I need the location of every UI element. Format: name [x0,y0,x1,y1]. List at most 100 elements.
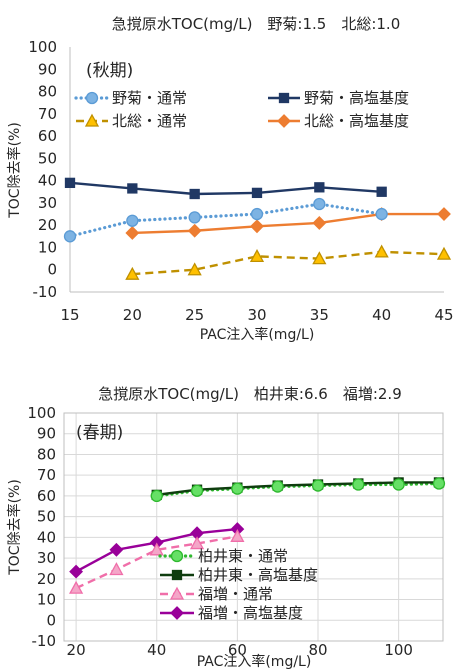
data-point-circle [375,207,388,221]
x-tick-label: 30 [247,306,266,324]
data-point-diamond [187,223,202,238]
data-point-circle [188,211,201,224]
x-axis-label: PAC注入率(mg/L) [200,326,315,343]
data-point-circle [432,477,446,490]
data-point-triangle [312,251,327,265]
x-tick-label: 40 [147,641,166,659]
y-tick-label: -10 [32,632,57,650]
season-annotation: (秋期) [86,61,133,81]
series-line [75,535,238,590]
data-point-square [127,183,138,194]
x-axis-label: PAC注入率(mg/L) [197,653,312,670]
y-tick-label: 90 [38,60,57,78]
data-point-triangle [374,244,389,258]
series-markers [125,244,452,280]
legend-item: 北総・通常 [76,112,187,130]
legend-label: 福増・通常 [198,585,273,603]
x-tick-label: 25 [185,306,204,324]
data-point-triangle [109,562,124,576]
series-line [132,212,444,235]
x-tick-label: 40 [372,306,391,324]
y-tick-label: 0 [46,611,56,629]
legend-label: 柏井東・高塩基度 [198,566,318,584]
y-tick-label: 70 [38,105,57,123]
data-point-triangle [69,580,84,594]
legend-marker-triangle [84,113,100,127]
y-tick-label: 60 [37,487,56,505]
legend-marker-square [278,92,290,104]
y-tick-label: 100 [28,38,57,56]
y-tick-label: 20 [37,570,56,588]
data-point-circle [250,207,264,221]
data-point-triangle [125,266,140,280]
data-point-circle [352,478,365,491]
x-tick-label: 100 [384,641,413,659]
data-point-triangle [249,249,265,263]
y-tick-label: 50 [37,508,56,526]
y-tick-label: 80 [37,445,56,463]
series-markers [69,528,245,594]
series-line [69,181,382,196]
data-point-diamond [69,564,84,579]
y-tick-label: 50 [38,149,57,167]
legend-label: 野菊・高塩基度 [304,89,409,107]
chart-title: 急撹原水TOC(mg/L) 野菊:1.5 北総:1.0 [112,15,401,33]
y-tick-label: 0 [47,261,57,279]
series-markers [63,197,388,243]
legend-marker-diamond [170,606,184,620]
data-point-diamond [250,219,264,234]
data-point-diamond [125,226,140,240]
legend-item: 福増・高塩基度 [160,604,303,622]
chart-title: 急撹原水TOC(mg/L) 柏井東:6.6 福増:2.9 [98,385,402,403]
tick-labels: -10 0 10 20 30 40 50 60 70 80 90 100 15 20 25 30 35 40 45 [28,38,453,324]
tick-labels: -10 0 10 20 30 40 50 60 70 80 90 100 20 40 60 80 100 [27,404,413,659]
data-point-circle [271,480,284,493]
data-point-circle [63,230,77,243]
legend-item: 柏井東・高塩基度 [160,566,318,584]
series-group [69,477,446,594]
legend-label: 福増・高塩基度 [198,604,303,622]
data-point-triangle [187,262,202,276]
y-axis-label: TOC除去率(%) [6,122,23,219]
data-point-square [64,177,76,189]
data-point-circle [126,214,139,227]
data-point-square [376,186,387,197]
data-point-square [314,182,325,193]
series-markers [64,177,387,200]
chart-autumn: 急撹原水TOC(mg/L) 野菊:1.5 北総:1.0 (秋期) PAC注入率(mg… [6,15,454,343]
gridlines [63,412,444,642]
x-tick-label: 80 [308,641,327,659]
y-tick-label: 100 [27,404,56,422]
y-axis-label: TOC除去率(%) [6,479,23,576]
y-tick-label: 80 [38,83,57,101]
y-tick-label: 10 [38,238,57,256]
series-markers [150,477,446,503]
data-point-circle [150,489,163,503]
x-tick-label: 60 [228,641,247,659]
legend-item: 福増・通常 [160,585,273,603]
legend-marker-diamond [277,114,291,128]
data-point-triangle [230,528,245,542]
legend-label: 柏井東・通常 [198,547,288,565]
data-point-square [189,188,200,200]
y-tick-label: 20 [38,216,57,234]
legend-item: 北総・高塩基度 [268,112,409,130]
y-tick-label: 40 [37,528,56,546]
x-tick-label: 20 [67,641,86,659]
data-point-diamond [437,207,451,221]
y-tick-label: 30 [37,549,56,567]
y-tick-label: 30 [38,194,57,212]
legend-item: 柏井東・通常 [158,547,288,565]
data-point-circle [190,484,204,497]
y-tick-label: 60 [38,127,57,145]
y-tick-label: 90 [37,425,56,443]
legend-label: 北総・通常 [112,112,187,130]
legend-label: 北総・高塩基度 [304,112,409,130]
season-annotation: (春期) [76,423,123,443]
y-tick-label: 40 [38,172,57,190]
legend-marker-triangle [169,586,185,600]
legend-item: 野菊・高塩基度 [268,89,409,107]
data-point-circle [313,197,326,211]
chart-spring: 急撹原水TOC(mg/L) 柏井東:6.6 福増:2.9 (春期) PAC注入率(m… [6,385,446,670]
